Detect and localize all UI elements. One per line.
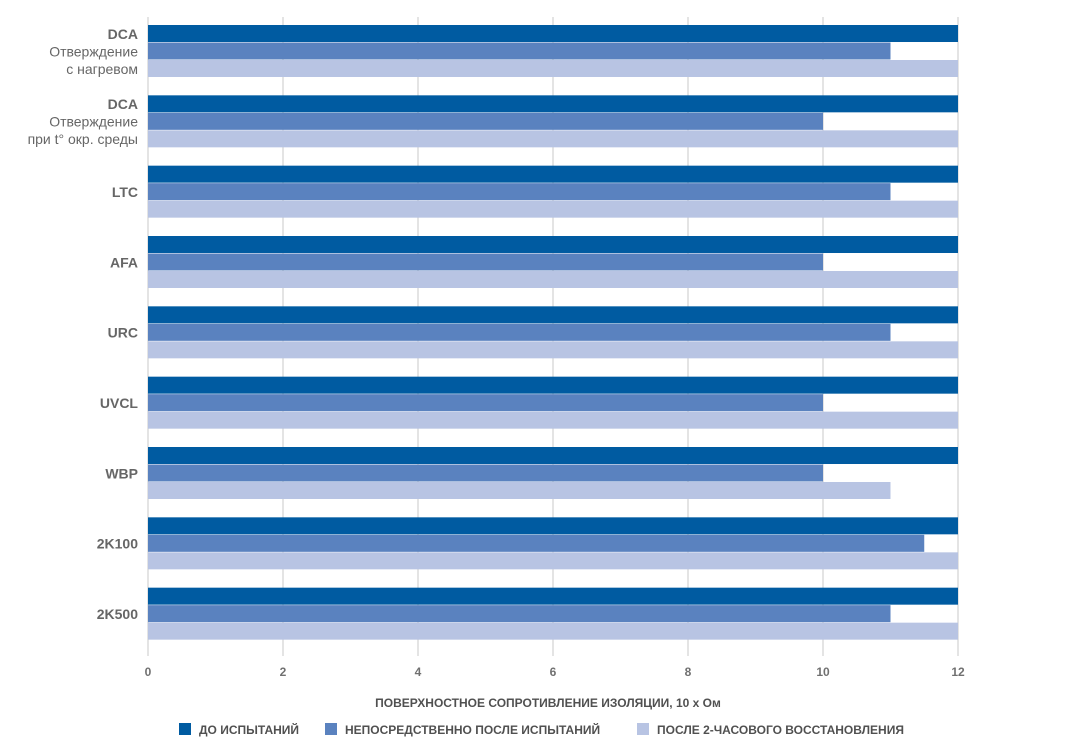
bar xyxy=(148,112,823,130)
bar xyxy=(148,42,891,60)
bar xyxy=(148,411,958,429)
category-label: с нагревом xyxy=(66,61,138,77)
bar xyxy=(148,622,958,640)
bar xyxy=(148,605,891,623)
bar xyxy=(148,200,958,218)
bar xyxy=(148,534,925,552)
x-axis-title: ПОВЕРХНОСТНОЕ СОПРОТИВЛЕНИЕ ИЗОЛЯЦИИ, 10… xyxy=(375,696,721,710)
bar xyxy=(148,25,958,42)
category-label: WBP xyxy=(105,465,138,481)
category-label: DCA xyxy=(108,96,138,112)
bar xyxy=(148,587,958,605)
bar xyxy=(148,165,958,183)
bar xyxy=(148,447,958,464)
category-label: AFA xyxy=(110,254,138,270)
category-label: при t° окр. среды xyxy=(28,131,138,147)
bar xyxy=(148,394,823,412)
legend-swatch xyxy=(325,723,337,735)
x-tick-label: 0 xyxy=(145,665,152,679)
bar xyxy=(148,323,891,341)
category-label: 2K100 xyxy=(97,536,138,552)
category-label: UVCL xyxy=(100,395,139,411)
x-tick-label: 2 xyxy=(280,665,287,679)
x-tick-label: 10 xyxy=(816,665,830,679)
x-tick-label: 8 xyxy=(685,665,692,679)
bar xyxy=(148,552,958,570)
bar xyxy=(148,95,958,113)
bar xyxy=(148,236,958,253)
legend-label: ПОСЛЕ 2-ЧАСОВОГО ВОССТАНОВЛЕНИЯ xyxy=(657,723,904,737)
bar xyxy=(148,464,823,482)
x-tick-label: 4 xyxy=(415,665,422,679)
x-tick-label: 6 xyxy=(550,665,557,679)
bars xyxy=(148,25,958,640)
bar xyxy=(148,341,958,359)
bar xyxy=(148,376,958,394)
category-label: Отверждение xyxy=(49,114,138,130)
bar xyxy=(148,517,958,535)
legend-label: ДО ИСПЫТАНИЙ xyxy=(199,722,299,737)
bar xyxy=(148,482,891,499)
legend-label: НЕПОСРЕДСТВЕННО ПОСЛЕ ИСПЫТАНИЙ xyxy=(345,722,600,737)
category-label: URC xyxy=(108,325,138,341)
category-label: 2K500 xyxy=(97,606,138,622)
category-label: DCA xyxy=(108,26,138,42)
bar xyxy=(148,183,891,201)
legend-swatch xyxy=(179,723,191,735)
x-tick-labels: 0 2 4 6 8 10 12 xyxy=(145,665,965,679)
category-label: LTC xyxy=(112,184,138,200)
bar xyxy=(148,271,958,288)
legend-swatch xyxy=(637,723,649,735)
bar xyxy=(148,253,823,271)
bar xyxy=(148,130,958,148)
bar xyxy=(148,60,958,77)
legend: ДО ИСПЫТАНИЙ НЕПОСРЕДСТВЕННО ПОСЛЕ ИСПЫТА… xyxy=(179,722,904,737)
x-tick-label: 12 xyxy=(951,665,965,679)
category-label: Отверждение xyxy=(49,43,138,59)
bar xyxy=(148,306,958,324)
